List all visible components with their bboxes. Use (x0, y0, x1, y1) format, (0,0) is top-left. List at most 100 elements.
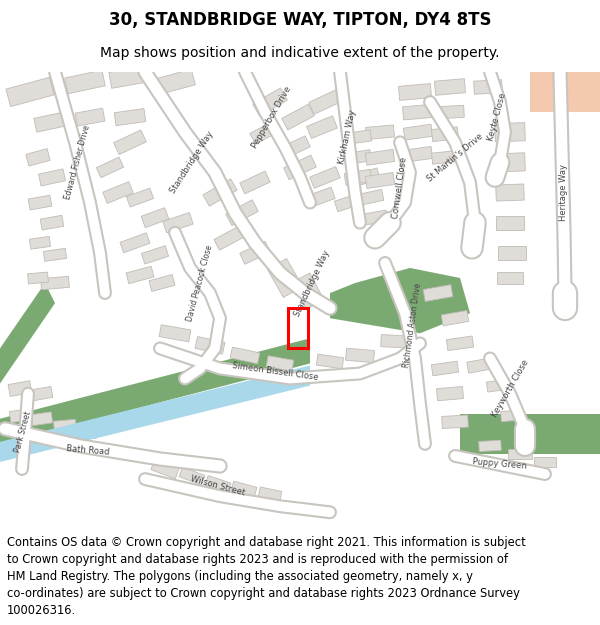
Polygon shape (0, 338, 310, 444)
Text: Simeon Bissell Close: Simeon Bissell Close (232, 361, 319, 382)
Text: Park Street: Park Street (13, 410, 33, 454)
Bar (431, 361, 458, 376)
Bar (214, 226, 246, 250)
Bar (230, 347, 260, 364)
Bar (65, 70, 105, 94)
Bar (231, 481, 257, 497)
Bar (195, 336, 225, 354)
Bar (500, 410, 523, 422)
Bar (288, 308, 308, 348)
Bar (127, 188, 154, 207)
Bar (434, 79, 466, 95)
Bar (307, 116, 337, 139)
Bar (441, 311, 469, 326)
Text: Cornwell Close: Cornwell Close (391, 156, 409, 219)
Bar (423, 284, 453, 301)
Bar (398, 84, 431, 101)
Bar (34, 112, 66, 132)
Bar (26, 149, 50, 166)
Bar (473, 80, 502, 94)
Bar (334, 194, 362, 212)
Bar (284, 155, 316, 180)
Bar (74, 428, 96, 439)
Bar (310, 167, 340, 188)
Bar (53, 419, 76, 432)
Bar (497, 272, 523, 284)
Bar (103, 182, 133, 203)
Bar (38, 169, 65, 186)
Bar (487, 379, 509, 392)
Text: Richmond Aston Drive: Richmond Aston Drive (401, 282, 422, 368)
Bar (356, 189, 384, 206)
Bar (226, 200, 258, 226)
Bar (8, 381, 32, 396)
Bar (494, 122, 526, 142)
Text: Map shows position and indicative extent of the property.: Map shows position and indicative extent… (100, 46, 500, 60)
Bar (467, 358, 493, 373)
Text: Pepperbox Drive: Pepperbox Drive (251, 84, 293, 150)
Polygon shape (0, 366, 310, 462)
Text: Keyworth Close: Keyworth Close (490, 358, 530, 419)
Bar (403, 146, 433, 162)
Bar (179, 468, 205, 485)
Polygon shape (0, 283, 55, 384)
Bar (498, 246, 526, 260)
Bar (31, 412, 53, 426)
Bar (308, 90, 341, 114)
Bar (446, 336, 473, 351)
Text: Heritage Way: Heritage Way (559, 164, 568, 221)
Bar (346, 348, 374, 362)
Bar (508, 449, 532, 459)
Bar (496, 216, 524, 230)
Bar (40, 216, 64, 230)
Bar (113, 130, 146, 154)
Text: St Martin's Drive: St Martin's Drive (425, 131, 485, 183)
Text: Bath Road: Bath Road (66, 444, 110, 456)
Text: Contains OS data © Crown copyright and database right 2021. This information is : Contains OS data © Crown copyright and d… (7, 536, 526, 618)
Bar (28, 195, 52, 210)
Bar (114, 109, 146, 126)
Bar (282, 104, 314, 130)
Bar (403, 104, 434, 120)
Text: Edward Fisher Drive: Edward Fisher Drive (64, 124, 92, 201)
Bar (266, 356, 294, 371)
Bar (75, 108, 105, 126)
Bar (344, 169, 372, 186)
Bar (316, 354, 344, 369)
Text: Wilson Street: Wilson Street (190, 474, 246, 498)
Bar (344, 149, 372, 165)
Bar (29, 236, 50, 249)
Text: Standbridge Way: Standbridge Way (169, 129, 215, 195)
Bar (203, 179, 237, 206)
Bar (268, 259, 302, 298)
Bar (253, 88, 287, 116)
Bar (163, 213, 193, 232)
Text: Kirkham Way: Kirkham Way (337, 109, 357, 165)
Bar (258, 487, 282, 501)
Bar (141, 208, 169, 227)
Bar (496, 184, 524, 201)
Bar (442, 415, 468, 429)
Polygon shape (460, 414, 600, 454)
Bar (109, 66, 151, 88)
Bar (240, 171, 270, 194)
Bar (149, 274, 175, 291)
Bar (292, 273, 324, 309)
Polygon shape (330, 268, 470, 333)
Bar (305, 187, 335, 208)
Bar (431, 151, 458, 164)
Bar (155, 69, 196, 94)
Bar (381, 334, 409, 348)
Polygon shape (530, 72, 600, 112)
Bar (479, 440, 501, 451)
Bar (436, 106, 464, 119)
Bar (10, 409, 31, 422)
Bar (403, 124, 433, 140)
Text: 30, STANDBRIDGE WAY, TIPTON, DY4 8TS: 30, STANDBRIDGE WAY, TIPTON, DY4 8TS (109, 11, 491, 29)
Bar (6, 78, 54, 107)
Bar (362, 210, 388, 225)
Bar (126, 266, 154, 284)
Bar (142, 246, 169, 264)
Bar (437, 386, 463, 401)
Bar (205, 476, 231, 492)
